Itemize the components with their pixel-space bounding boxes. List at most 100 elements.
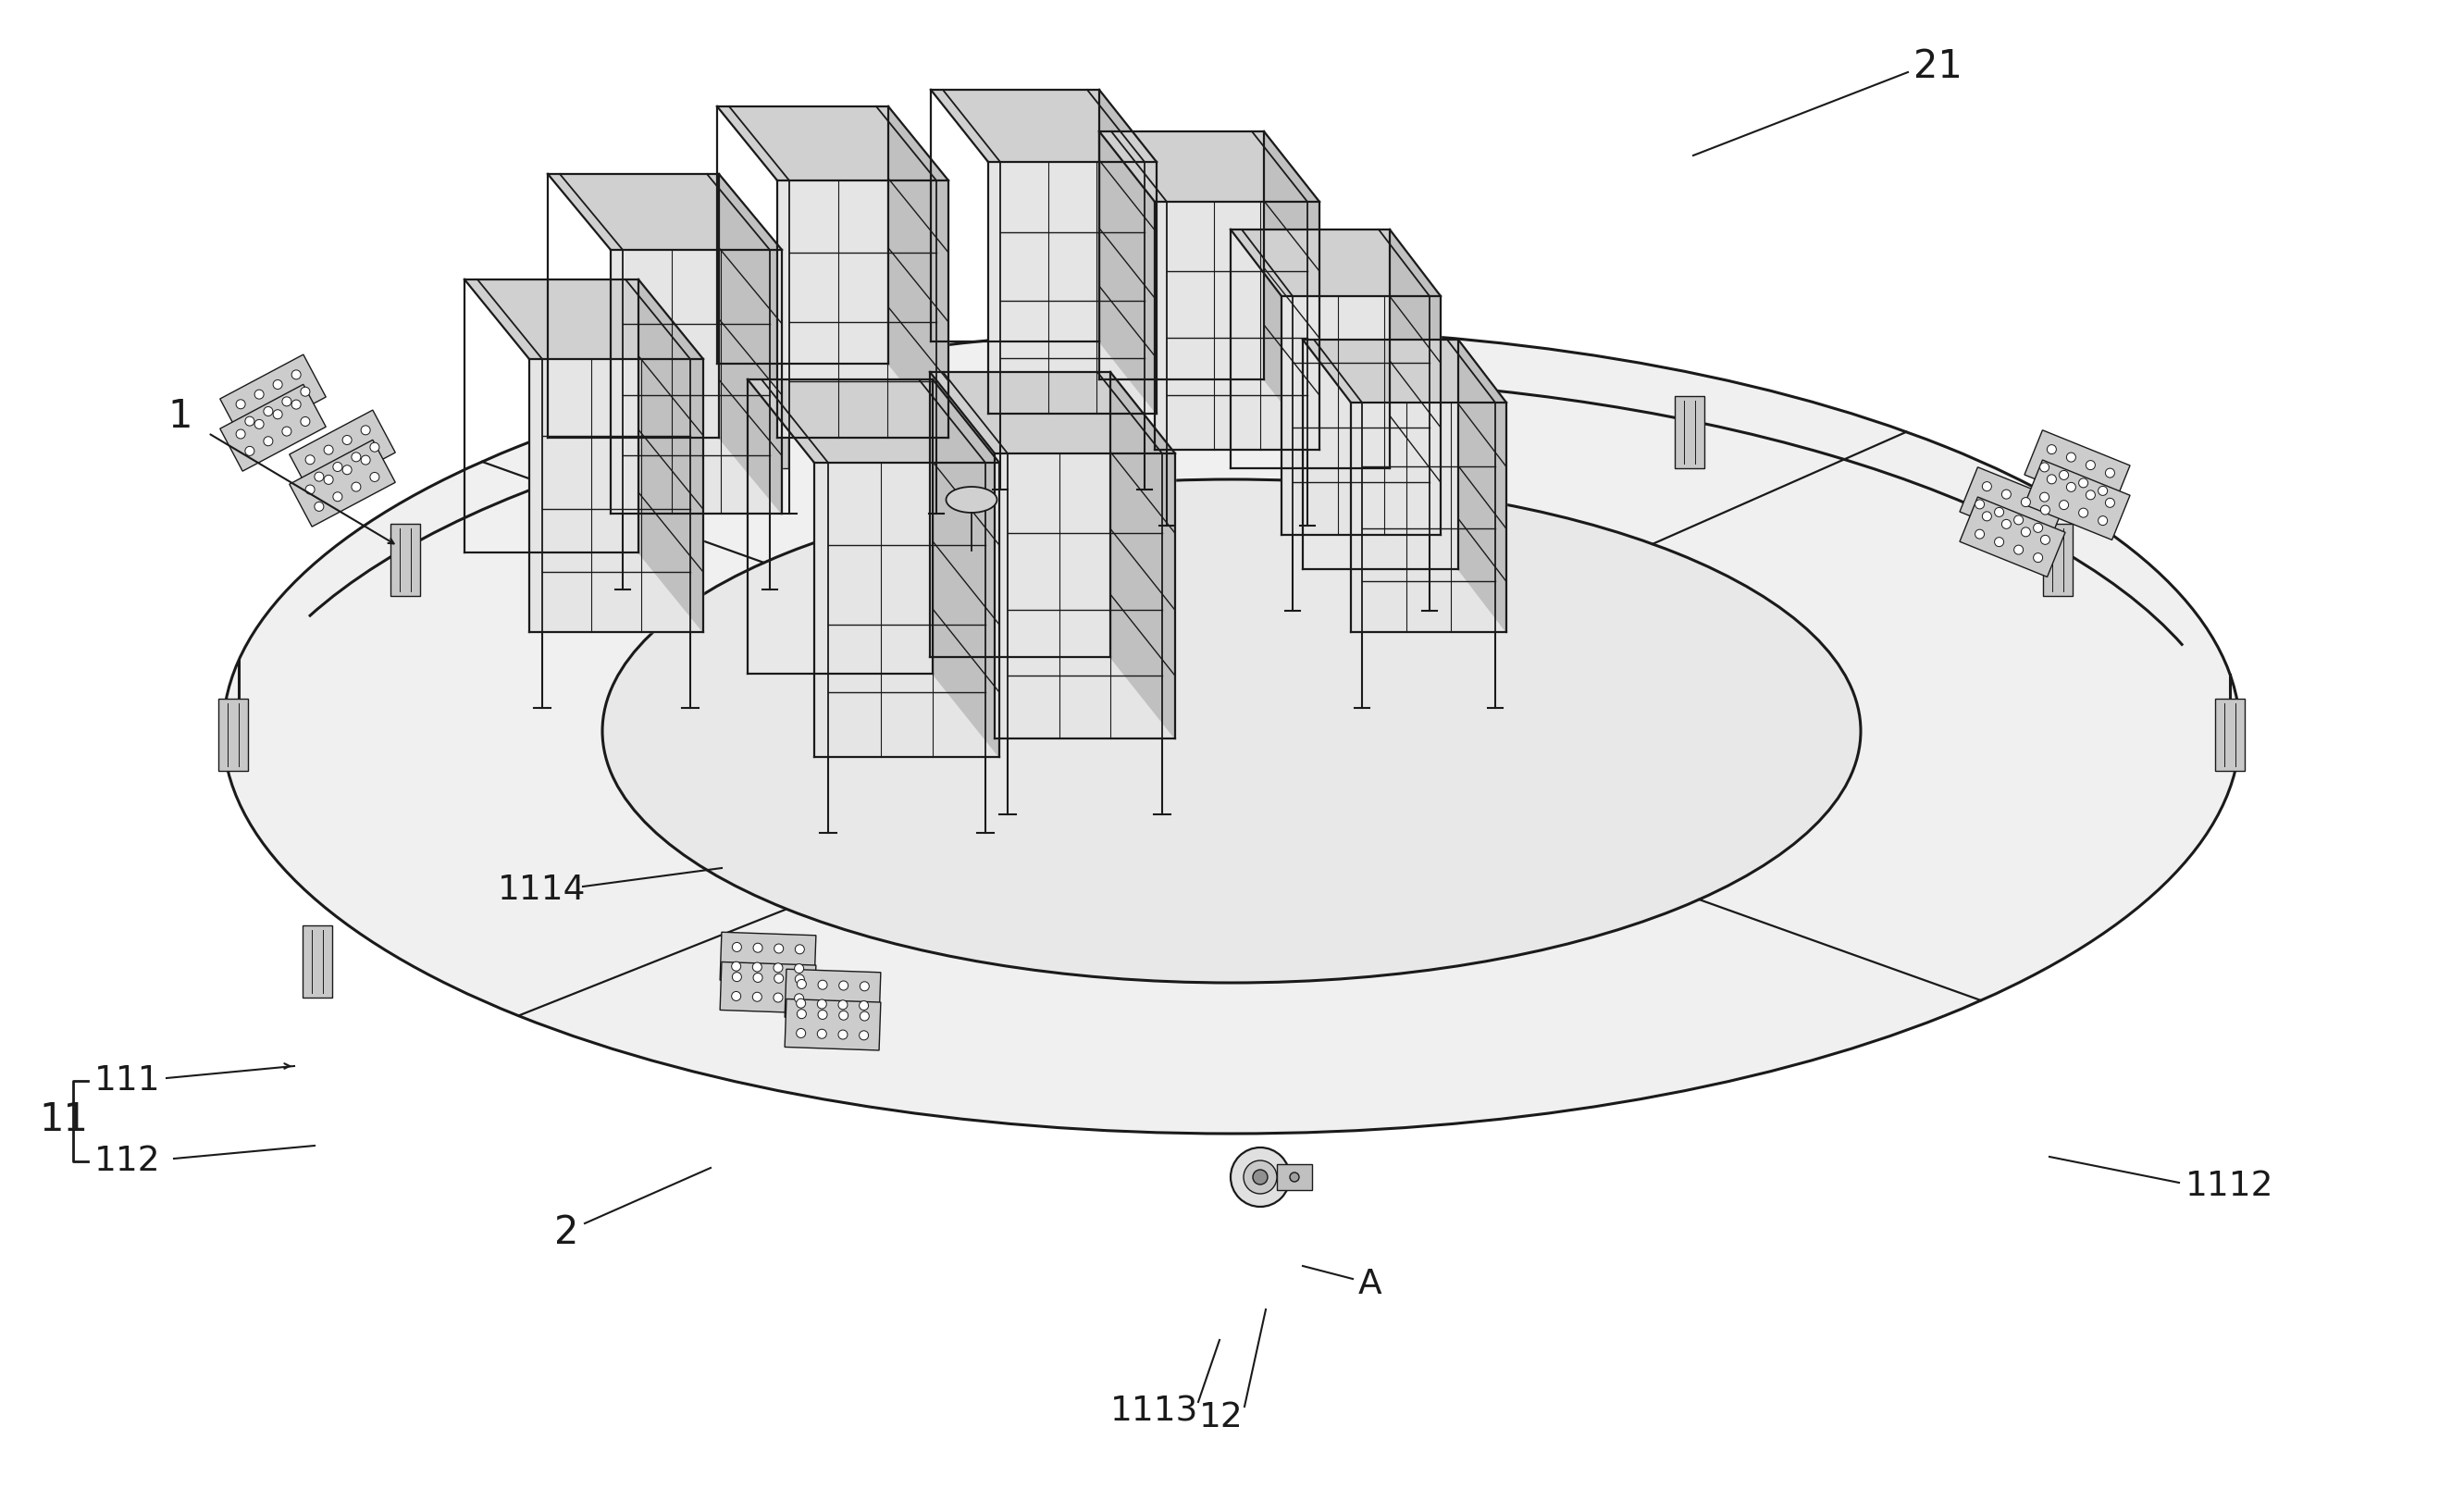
Circle shape: [860, 1001, 867, 1010]
Text: 112: 112: [94, 1145, 160, 1178]
Text: 21: 21: [1915, 47, 1961, 86]
Circle shape: [2040, 462, 2050, 471]
Circle shape: [2087, 461, 2094, 470]
Circle shape: [2033, 524, 2043, 533]
Polygon shape: [219, 354, 325, 441]
Circle shape: [237, 429, 246, 438]
Text: 111: 111: [94, 1064, 160, 1097]
Circle shape: [2067, 482, 2075, 492]
Polygon shape: [719, 174, 781, 513]
Circle shape: [838, 1030, 848, 1039]
Circle shape: [2013, 515, 2023, 524]
Circle shape: [860, 1012, 870, 1021]
Circle shape: [291, 399, 301, 410]
Circle shape: [818, 1010, 828, 1019]
Circle shape: [2033, 552, 2043, 563]
Polygon shape: [288, 440, 394, 527]
Circle shape: [818, 980, 828, 989]
Polygon shape: [288, 410, 394, 497]
Circle shape: [264, 407, 274, 416]
Circle shape: [2080, 479, 2087, 488]
Circle shape: [2099, 516, 2107, 525]
Circle shape: [793, 964, 803, 973]
Polygon shape: [1264, 132, 1318, 450]
Text: 1: 1: [168, 396, 192, 435]
Circle shape: [306, 485, 315, 494]
Circle shape: [2087, 491, 2094, 500]
Circle shape: [732, 973, 742, 982]
Circle shape: [774, 964, 784, 973]
Polygon shape: [931, 90, 1156, 162]
Circle shape: [2013, 545, 2023, 554]
Circle shape: [306, 455, 315, 464]
Circle shape: [362, 455, 370, 465]
Polygon shape: [988, 162, 1156, 414]
Polygon shape: [784, 1000, 880, 1051]
Polygon shape: [530, 359, 702, 632]
FancyBboxPatch shape: [2215, 699, 2245, 772]
Circle shape: [752, 962, 761, 971]
Circle shape: [1244, 1160, 1276, 1193]
Text: 12: 12: [1200, 1400, 1244, 1435]
Ellipse shape: [1289, 1172, 1299, 1181]
Circle shape: [774, 974, 784, 983]
Circle shape: [274, 380, 283, 389]
Circle shape: [2080, 509, 2087, 518]
Circle shape: [796, 1028, 806, 1037]
Circle shape: [2020, 497, 2030, 507]
Circle shape: [860, 1031, 867, 1040]
Circle shape: [342, 465, 352, 474]
Text: 11: 11: [39, 1100, 89, 1139]
Polygon shape: [1099, 90, 1156, 414]
Circle shape: [2040, 506, 2050, 515]
Circle shape: [732, 962, 742, 971]
Circle shape: [1981, 512, 1991, 521]
Ellipse shape: [601, 479, 1860, 983]
Text: 1114: 1114: [498, 874, 586, 907]
Circle shape: [796, 998, 806, 1009]
Circle shape: [1976, 530, 1984, 539]
Circle shape: [2099, 486, 2107, 495]
Circle shape: [1993, 507, 2003, 516]
Circle shape: [818, 1030, 825, 1039]
Text: A: A: [1358, 1268, 1382, 1301]
Circle shape: [1993, 537, 2003, 546]
FancyBboxPatch shape: [303, 925, 333, 998]
Circle shape: [796, 974, 803, 983]
Text: 2: 2: [554, 1213, 579, 1252]
Circle shape: [352, 452, 360, 462]
Circle shape: [796, 1009, 806, 1019]
Circle shape: [2104, 468, 2114, 477]
Circle shape: [264, 437, 274, 446]
Circle shape: [352, 482, 360, 491]
Polygon shape: [747, 380, 1000, 462]
Circle shape: [362, 426, 370, 435]
Polygon shape: [887, 107, 949, 438]
Polygon shape: [1111, 372, 1175, 738]
Polygon shape: [776, 180, 949, 438]
Circle shape: [315, 501, 323, 512]
Circle shape: [1230, 1147, 1289, 1207]
Circle shape: [732, 943, 742, 952]
Ellipse shape: [946, 486, 998, 513]
Circle shape: [281, 396, 291, 407]
FancyBboxPatch shape: [392, 524, 421, 596]
Polygon shape: [1303, 339, 1506, 402]
Polygon shape: [1156, 201, 1318, 450]
Polygon shape: [1350, 402, 1506, 632]
FancyBboxPatch shape: [2043, 524, 2072, 596]
Polygon shape: [719, 932, 816, 983]
Circle shape: [2104, 498, 2114, 507]
FancyBboxPatch shape: [1217, 353, 1247, 425]
FancyBboxPatch shape: [1676, 396, 1705, 468]
Polygon shape: [638, 279, 702, 632]
Circle shape: [796, 944, 803, 955]
Circle shape: [796, 980, 806, 989]
Polygon shape: [1959, 467, 2065, 546]
Circle shape: [838, 1000, 848, 1009]
Polygon shape: [219, 384, 325, 471]
Circle shape: [301, 387, 310, 396]
Polygon shape: [466, 279, 702, 359]
Circle shape: [2060, 500, 2070, 509]
Circle shape: [2060, 470, 2070, 480]
